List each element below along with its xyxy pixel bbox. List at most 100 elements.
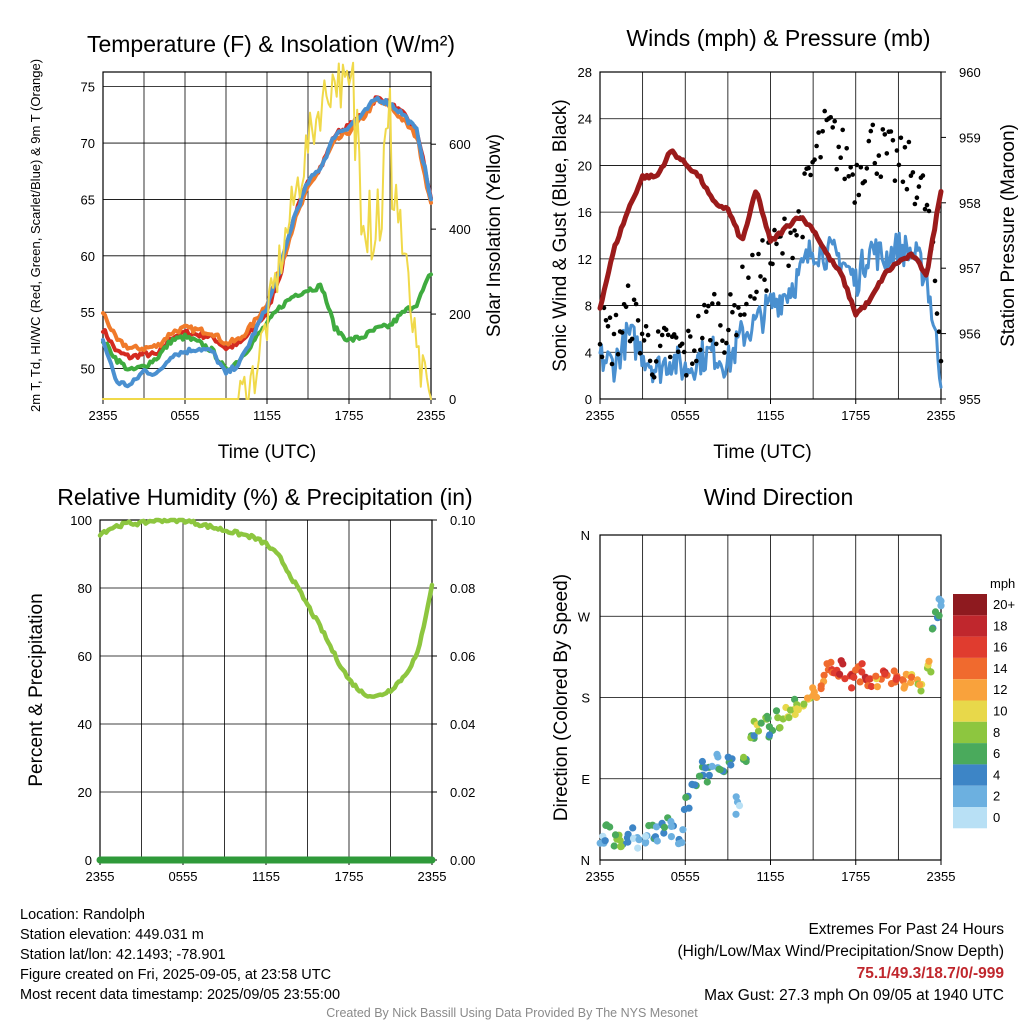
gust-point bbox=[702, 302, 707, 308]
direction-point bbox=[937, 597, 945, 605]
humidity-xtick-label: 1155 bbox=[252, 869, 280, 884]
humidity-chart: 2355 0555 1155 1755 23550204060801000.000.02… bbox=[26, 484, 475, 884]
direction-point bbox=[727, 761, 735, 769]
direction-point bbox=[820, 671, 828, 679]
gust-point bbox=[870, 122, 876, 128]
gust-point bbox=[882, 132, 888, 137]
gust-point bbox=[613, 312, 619, 318]
gust-point bbox=[876, 153, 882, 158]
legend-label: 16 bbox=[993, 640, 1007, 655]
gust-point bbox=[904, 186, 910, 192]
temperature-xtick-label: 2355 bbox=[417, 408, 446, 423]
direction-point bbox=[848, 684, 856, 692]
humidity-title: Relative Humidity (%) & Precipitation (i… bbox=[57, 484, 472, 510]
legend-label: 2 bbox=[993, 789, 1000, 804]
temperature-chart: 2355 0555 1155 1755 2355 50 55 60 65 70 75 0 200 400 6… bbox=[28, 31, 505, 463]
gust-point bbox=[832, 118, 837, 124]
humidity-ytick-label: 60 bbox=[78, 649, 92, 664]
gust-point bbox=[842, 176, 847, 182]
direction-point bbox=[935, 612, 943, 620]
direction-point bbox=[772, 707, 781, 715]
temperature-xlabel: Time (UTC) bbox=[218, 442, 317, 463]
direction-point bbox=[617, 843, 625, 851]
precip-ytick-label: 0.08 bbox=[450, 581, 475, 596]
gust-point bbox=[605, 324, 611, 329]
gust-point bbox=[828, 115, 833, 120]
gust-point bbox=[878, 174, 884, 179]
direction-point bbox=[616, 836, 624, 845]
direction-point bbox=[927, 668, 935, 676]
insolation-ylabel: Solar Insolation (Yellow) bbox=[484, 134, 505, 337]
gust-point bbox=[726, 327, 731, 333]
legend-label: 6 bbox=[993, 746, 1000, 761]
gust-point bbox=[688, 334, 693, 339]
winds-ytick-label: 0 bbox=[585, 392, 592, 407]
winds-xtick-label: 1755 bbox=[841, 408, 870, 423]
direction-ylabel: Direction (Colored By Speed) bbox=[551, 574, 572, 821]
gust-point bbox=[850, 172, 855, 177]
temperature-xtick-label: 1755 bbox=[335, 408, 364, 423]
gust-point bbox=[926, 208, 932, 214]
gust-point bbox=[609, 361, 615, 367]
gust-point bbox=[802, 171, 807, 176]
direction-point bbox=[660, 823, 669, 831]
gust-point bbox=[808, 172, 813, 178]
winds-ytick-label: 8 bbox=[585, 299, 592, 314]
direction-point bbox=[764, 714, 772, 722]
direction-point bbox=[680, 805, 689, 814]
gust-point bbox=[722, 350, 727, 355]
pressure-ytick-label: 960 bbox=[959, 65, 981, 80]
gust-point bbox=[603, 318, 609, 323]
direction-point bbox=[881, 670, 889, 678]
direction-point bbox=[750, 732, 758, 740]
direction-point bbox=[839, 660, 847, 668]
gust-point bbox=[760, 238, 765, 243]
humidity-ytick-label: 100 bbox=[70, 513, 92, 528]
winds-ytick-label: 16 bbox=[578, 205, 592, 220]
gust-point bbox=[655, 329, 661, 334]
gust-point bbox=[884, 151, 890, 156]
gust-point bbox=[631, 297, 637, 303]
direction-point bbox=[716, 766, 724, 774]
gust-point bbox=[704, 309, 709, 315]
direction-point bbox=[682, 793, 690, 802]
insolation-line bbox=[102, 61, 432, 400]
gust-point bbox=[738, 312, 743, 318]
gust-point bbox=[872, 160, 878, 166]
humidity-ytick-label: 0 bbox=[85, 853, 92, 868]
gust-point bbox=[896, 162, 902, 168]
direction-point bbox=[667, 817, 675, 826]
gust-point bbox=[934, 311, 940, 316]
direction-point bbox=[688, 780, 696, 789]
gust-point bbox=[736, 305, 741, 310]
gust-point bbox=[814, 143, 819, 149]
gust-point bbox=[734, 332, 739, 338]
gust-point bbox=[868, 128, 874, 134]
direction-point bbox=[765, 731, 774, 739]
gust-point bbox=[834, 166, 839, 172]
winds-ytick-label: 4 bbox=[585, 345, 592, 360]
direction-point bbox=[794, 706, 802, 714]
extremes-heading: Extremes For Past 24 Hours bbox=[808, 921, 1004, 938]
gust-point bbox=[936, 329, 942, 335]
direction-ytick-label: N bbox=[581, 528, 590, 543]
gust-point bbox=[647, 358, 653, 364]
gust-point bbox=[856, 192, 862, 198]
temperature-ytick-label: 70 bbox=[81, 136, 95, 151]
direction-point bbox=[754, 727, 763, 735]
gust-point bbox=[762, 277, 767, 283]
gust-point bbox=[748, 294, 753, 299]
direction-title: Wind Direction bbox=[704, 484, 854, 510]
gust-point bbox=[732, 303, 737, 308]
gust-point bbox=[742, 312, 747, 317]
gust-point bbox=[659, 332, 665, 338]
humidity-ylabel: Percent & Precipitation bbox=[26, 593, 47, 786]
gust-point bbox=[794, 233, 799, 238]
winds-ylabel: Sonic Wind & Gust (Blue, Black) bbox=[550, 99, 571, 371]
humidity-line bbox=[97, 517, 435, 699]
gust-point bbox=[599, 354, 605, 360]
winds-xlabel: Time (UTC) bbox=[713, 442, 812, 463]
humidity-ytick-label: 20 bbox=[78, 785, 92, 800]
gust-point bbox=[706, 303, 711, 309]
